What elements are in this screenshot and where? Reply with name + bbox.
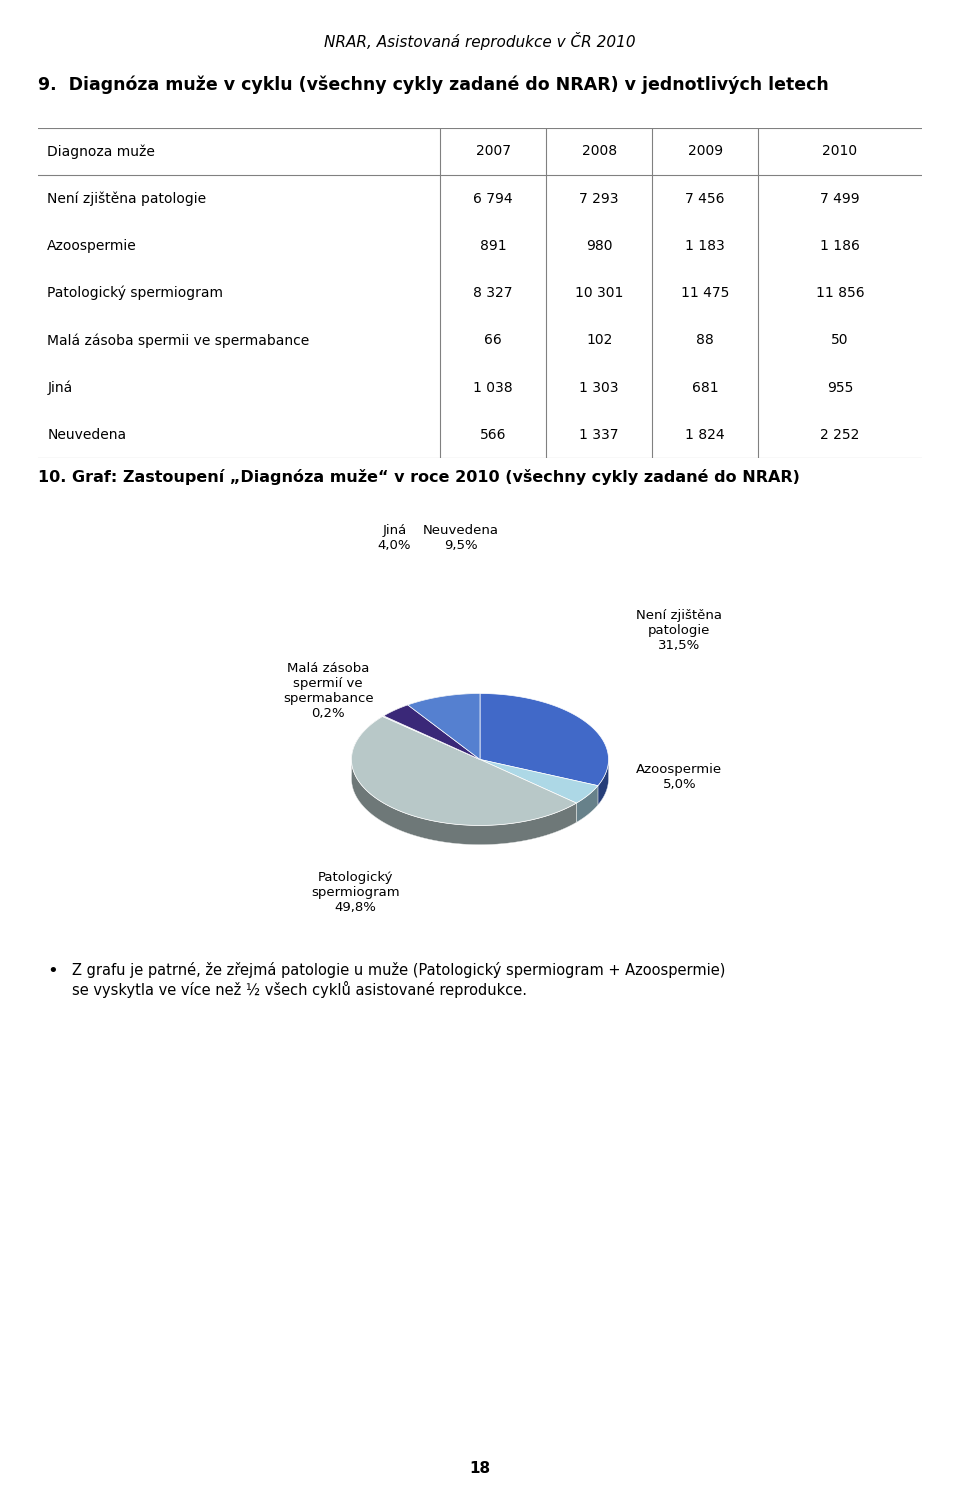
Text: NRAR, Asistovaná reprodukce v ČR 2010: NRAR, Asistovaná reprodukce v ČR 2010 [324,32,636,50]
Text: 11 475: 11 475 [681,286,730,301]
Polygon shape [384,705,408,735]
Polygon shape [351,759,576,845]
Text: 2010: 2010 [823,144,857,158]
Text: 891: 891 [480,239,507,253]
Polygon shape [598,761,609,806]
Text: 66: 66 [485,334,502,347]
Text: Patologický
spermiogram
49,8%: Patologický spermiogram 49,8% [311,870,400,914]
Text: Jiná
4,0%: Jiná 4,0% [377,525,411,552]
Text: Malá zásoba spermii ve spermabance: Malá zásoba spermii ve spermabance [47,334,309,347]
Text: Z grafu je patrné, že zřejmá patologie u muže (Patologický spermiogram + Azoospe: Z grafu je patrné, že zřejmá patologie u… [72,962,726,998]
Text: 681: 681 [692,380,718,395]
Text: Azoospermie
5,0%: Azoospermie 5,0% [636,762,723,791]
Text: Není zjištěna patologie: Není zjištěna patologie [47,191,206,206]
Text: Diagnoza muže: Diagnoza muže [47,144,156,159]
Text: 50: 50 [831,334,849,347]
Polygon shape [576,786,598,822]
Text: 1 303: 1 303 [580,380,619,395]
Text: 11 856: 11 856 [816,286,864,301]
Text: •: • [47,962,59,980]
Text: 88: 88 [696,334,714,347]
Text: 566: 566 [480,428,507,442]
Text: 9.  Diagnóza muže v cyklu (všechny cykly zadané do NRAR) v jednotlivých letech: 9. Diagnóza muže v cyklu (všechny cykly … [38,75,829,93]
Text: Není zjištěna
patologie
31,5%: Není zjištěna patologie 31,5% [636,609,722,652]
Text: 8 327: 8 327 [473,286,513,301]
Text: 6 794: 6 794 [473,191,513,206]
Polygon shape [382,715,384,736]
Text: 18: 18 [469,1461,491,1476]
Polygon shape [408,693,480,724]
Text: 7 293: 7 293 [580,191,619,206]
Text: 2007: 2007 [476,144,511,158]
PathPatch shape [480,759,598,803]
Text: 2 252: 2 252 [820,428,859,442]
Text: 1 337: 1 337 [580,428,619,442]
Text: Jiná: Jiná [47,380,73,395]
Text: 7 499: 7 499 [820,191,860,206]
Text: Neuvedena
9,5%: Neuvedena 9,5% [422,525,499,552]
Text: 955: 955 [827,380,853,395]
Text: 1 186: 1 186 [820,239,860,253]
Text: 2009: 2009 [687,144,723,158]
Text: 10 301: 10 301 [575,286,623,301]
Polygon shape [598,761,609,806]
Text: 2008: 2008 [582,144,616,158]
Polygon shape [351,717,576,845]
Text: 102: 102 [586,334,612,347]
PathPatch shape [408,693,480,759]
PathPatch shape [480,693,609,786]
Text: Azoospermie: Azoospermie [47,239,137,253]
Text: Malá zásoba
spermií ve
spermabance
0,2%: Malá zásoba spermií ve spermabance 0,2% [283,661,373,720]
Text: 1 038: 1 038 [473,380,513,395]
Text: 980: 980 [586,239,612,253]
Text: 1 824: 1 824 [685,428,725,442]
Text: 1 183: 1 183 [685,239,725,253]
PathPatch shape [384,705,480,759]
Text: 7 456: 7 456 [685,191,725,206]
Text: Neuvedena: Neuvedena [47,428,127,442]
PathPatch shape [351,717,576,825]
Text: Patologický spermiogram: Patologický spermiogram [47,286,224,301]
PathPatch shape [382,715,480,759]
Polygon shape [576,786,598,822]
Text: 10. Graf: Zastoupení „Diagnóza muže“ v roce 2010 (všechny cykly zadané do NRAR): 10. Graf: Zastoupení „Diagnóza muže“ v r… [38,469,801,485]
